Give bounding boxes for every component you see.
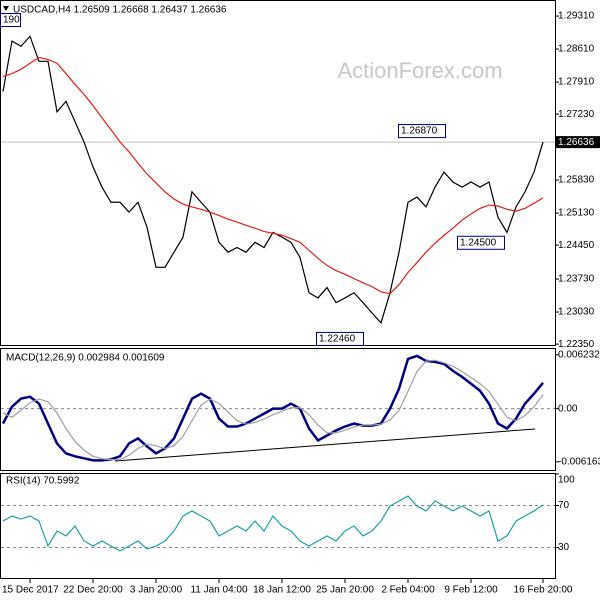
rsi-panel — [0, 473, 556, 579]
x-tick-label: 25 Jan 20:00 — [316, 585, 374, 596]
trend-line — [114, 428, 536, 462]
x-tick-label: 18 Jan 12:00 — [253, 585, 311, 596]
y-tick-label: 1.28610 — [558, 44, 595, 55]
last-price-box — [556, 136, 600, 149]
price-annotation-box — [457, 235, 505, 250]
y-tick-label: 1.22350 — [558, 339, 595, 350]
y-tick-label: 1.24450 — [558, 240, 595, 251]
series-line — [1, 354, 544, 462]
macd-panel — [0, 348, 556, 471]
price-annotation-box — [0, 13, 21, 27]
x-tick-label: 22 Dec 20:00 — [63, 585, 123, 596]
y-tick-label: 0.00 — [558, 403, 578, 414]
watermark: ActionForex.com — [337, 58, 502, 83]
x-tick-label: 15 Dec 2017 — [2, 585, 59, 596]
x-tick-label: 2 Feb 04:00 — [381, 585, 435, 596]
y-tick-label: 30 — [558, 542, 570, 553]
y-tick-label: 100 — [558, 475, 575, 486]
y-tick-label: -0.006163 — [558, 457, 600, 468]
price-annotation-box — [316, 331, 364, 346]
y-tick-label: 1.27910 — [558, 77, 595, 88]
y-tick-label: 0.006232 — [558, 350, 600, 361]
y-tick-label: 1.25830 — [558, 175, 595, 186]
price-annotation: 1.24500 — [460, 237, 497, 248]
y-tick-label: 1.25130 — [558, 208, 595, 219]
y-tick-label: 1.23730 — [558, 274, 595, 285]
price-panel — [0, 0, 556, 346]
price-annotation: 1.26870 — [401, 126, 438, 137]
rsi-title: RSI(14) 70.5992 — [6, 476, 80, 487]
x-tick-label: 11 Jan 04:00 — [190, 585, 248, 596]
series-line — [2, 495, 544, 552]
price-annotation: 1.22460 — [319, 334, 356, 345]
x-tick-label: 3 Jan 20:00 — [130, 585, 183, 596]
y-tick-label: 1.29310 — [558, 11, 595, 22]
last-price-label: 1.26636 — [558, 137, 595, 148]
y-tick-label: 70 — [558, 500, 570, 511]
x-tick-label: 9 Feb 12:00 — [444, 585, 498, 596]
chart-title: USDCAD,H4 1.26509 1.26668 1.26437 1.2663… — [13, 5, 227, 16]
series-line — [2, 359, 544, 461]
price-annotation-box — [398, 124, 446, 139]
series-line — [2, 35, 544, 325]
y-tick-label: 1.23030 — [558, 307, 595, 318]
price-annotation: 190 — [3, 15, 20, 26]
y-tick-label: 1.27230 — [558, 109, 595, 120]
menu-arrow — [3, 6, 9, 11]
x-tick-label: 16 Feb 20:00 — [514, 585, 573, 596]
macd-title: MACD(12,26,9) 0.002984 0.001609 — [6, 353, 165, 364]
series-line — [2, 56, 544, 295]
